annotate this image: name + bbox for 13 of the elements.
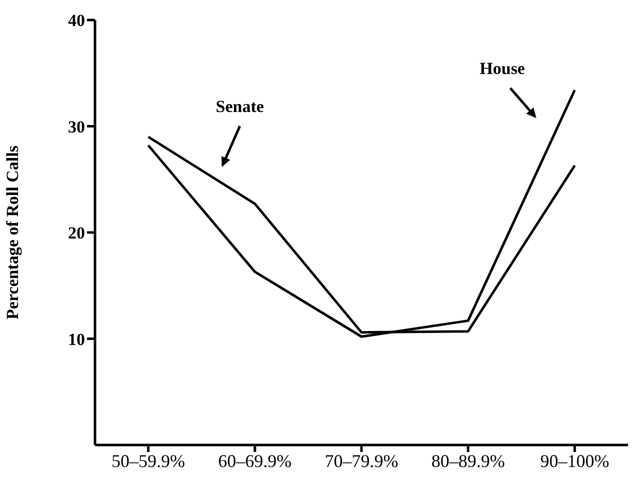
y-tick-label: 30 — [68, 117, 85, 136]
y-axis-title: Percentage of Roll Calls — [3, 145, 22, 320]
y-tick-label: 20 — [68, 224, 85, 243]
text: Senate — [216, 97, 264, 116]
x-tick-label: 60–69.9% — [218, 450, 292, 471]
x-tick-label: 80–89.9% — [431, 450, 505, 471]
x-tick-label: 90–100% — [540, 450, 610, 471]
x-tick-label: 50–59.9% — [112, 450, 186, 471]
text: House — [480, 59, 526, 78]
x-tick-label: 70–79.9% — [324, 450, 398, 471]
line-series — [147, 88, 576, 338]
y-tick-label: 40 — [68, 11, 85, 30]
y-tick-label: 10 — [68, 330, 85, 349]
